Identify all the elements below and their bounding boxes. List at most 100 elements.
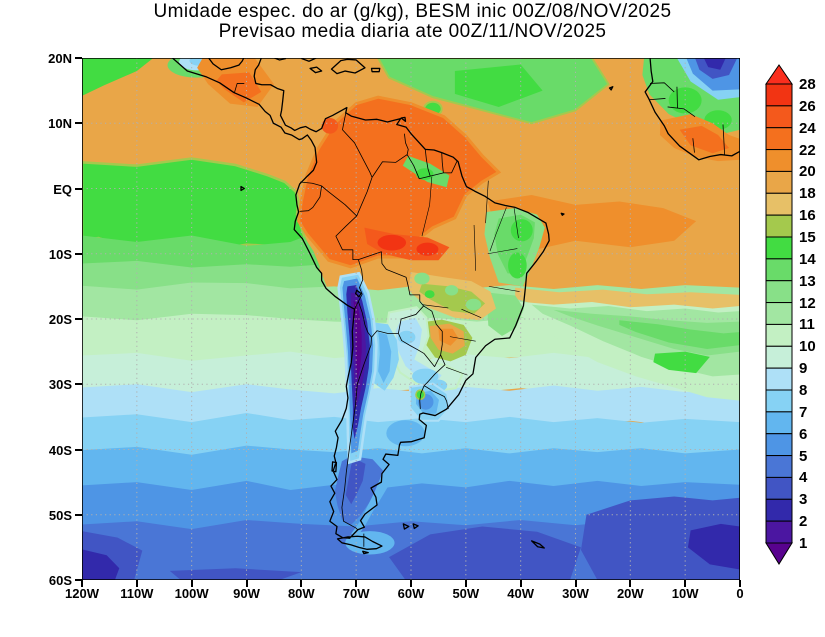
lat-label-60S: 60S (48, 573, 72, 588)
lon-label-40W: 40W (507, 586, 535, 601)
colorbar-arrow-down (765, 542, 793, 565)
lon-tick (574, 580, 577, 587)
field-guinea-orange-core (679, 125, 730, 154)
colorbar-label-24: 24 (799, 119, 816, 137)
field-chaco-blue-inner (378, 332, 392, 383)
lon-label-0: 0 (736, 586, 744, 601)
colorbar-label-9: 9 (799, 360, 808, 378)
colorbar-segment-22 (765, 127, 793, 151)
lon-tick (245, 580, 248, 587)
coastline (172, 58, 740, 554)
colorbar-segment-3 (765, 476, 793, 500)
lat-label-10S: 10S (48, 246, 72, 262)
lon-label-60W: 60W (397, 586, 425, 601)
title-line-2: Previsao media diaria ate 00Z/11/NOV/202… (218, 21, 607, 42)
lon-tick (464, 580, 467, 587)
lon-tick (519, 580, 522, 587)
state-borders (422, 177, 520, 375)
field-nw-green-wedge (82, 58, 154, 96)
field-sebrazil-green (487, 292, 524, 336)
map-canvas (82, 58, 740, 580)
lon-label-50W: 50W (452, 586, 480, 601)
lat-tick (75, 513, 82, 516)
lon-tick (410, 580, 412, 587)
lon-label-10W: 10W (671, 586, 699, 601)
colorbar-label-16: 16 (799, 207, 816, 225)
field-tongue-core (653, 351, 710, 374)
field-colombia-red (321, 118, 339, 134)
lon-tick (300, 580, 303, 587)
colorbar-label-15: 15 (799, 229, 816, 246)
field-bottom-sliver (169, 568, 302, 580)
colorbar-label-1: 1 (799, 535, 808, 552)
field-tongue-green (619, 320, 740, 350)
field-patagonia-dark (334, 456, 385, 526)
lon-tick (629, 580, 632, 587)
colorbar-segment-8 (765, 367, 793, 391)
lon-tick (135, 580, 138, 587)
colorbar-label-4: 4 (799, 469, 808, 487)
lat-label-20S: 20S (48, 312, 72, 327)
field-amazon-red-core-2 (416, 242, 439, 256)
colorbar-segment-5 (765, 433, 793, 457)
lon-label-70W: 70W (342, 586, 370, 601)
colorbar-label-11: 11 (799, 316, 815, 334)
lon-label-20W: 20W (616, 586, 644, 601)
lon-tick (355, 580, 358, 587)
field-africa-dry-core (703, 58, 726, 70)
lon-label-110W: 110W (120, 586, 154, 601)
field-bottomright-dark (580, 496, 740, 580)
field-paraguay-pocket-core (438, 328, 459, 346)
colorbar-segment-14 (765, 236, 793, 260)
lon-tick (190, 580, 193, 587)
colorbar-label-12: 12 (799, 294, 816, 312)
lat-label-50S: 50S (48, 507, 72, 523)
field-pampas-blue (386, 420, 425, 447)
lat-label-30S: 30S (48, 377, 72, 393)
field-bottomright-core (687, 523, 740, 570)
field-pale-streak-2 (412, 368, 439, 385)
colorbar-segment-4 (765, 455, 793, 478)
colorbar-segment-11 (765, 302, 793, 325)
colorbar-label-28: 28 (799, 76, 816, 93)
lon-label-80W: 80W (287, 586, 315, 601)
field-green-dot-2 (444, 285, 459, 296)
colorbar-segment-10 (765, 323, 793, 347)
colorbar-segment-24 (765, 105, 793, 129)
field-guianas-green-core (415, 168, 434, 181)
colorbar-label-8: 8 (799, 382, 808, 399)
colorbar-arrow-up (765, 64, 793, 85)
lat-tick (75, 579, 82, 581)
colorbar-segment-7 (765, 389, 793, 413)
lat-label-EQ: EQ (53, 181, 72, 197)
field-patagonia-coast-light (351, 467, 396, 539)
lat-tick (75, 122, 82, 125)
colorbar-label-3: 3 (799, 491, 808, 509)
lat-tick (75, 383, 82, 386)
colorbar-segment-12 (765, 280, 793, 304)
colorbar-label-20: 20 (799, 163, 816, 181)
lat-tick (75, 187, 82, 190)
field-amazon-red-core-1 (377, 234, 407, 251)
title-line-1: Umidade espec. do ar (g/kg), BESM inic 0… (153, 1, 672, 22)
field-green-dot-4 (424, 290, 435, 299)
colorbar-label-22: 22 (799, 141, 816, 159)
lat-tick (75, 448, 82, 451)
colorbar-label-10: 10 (799, 338, 816, 356)
field-green-dot-3 (465, 298, 482, 311)
lon-label-30W: 30W (562, 586, 589, 601)
colorbar-segment-1 (765, 520, 793, 544)
lat-label-10N: 10N (48, 116, 72, 132)
lon-tick (684, 580, 687, 587)
lat-tick (75, 318, 82, 320)
colorbar-segment-15 (765, 214, 793, 238)
lon-tick (739, 580, 741, 587)
field-bottomleft-core (82, 549, 120, 580)
colorbar-label-2: 2 (799, 513, 808, 531)
lon-label-100W: 100W (174, 586, 209, 601)
field-natl-green-core (454, 64, 543, 107)
colorbar-segment-18 (765, 170, 793, 194)
colorbar-segment-2 (765, 498, 793, 522)
colorbar-label-26: 26 (799, 97, 816, 115)
